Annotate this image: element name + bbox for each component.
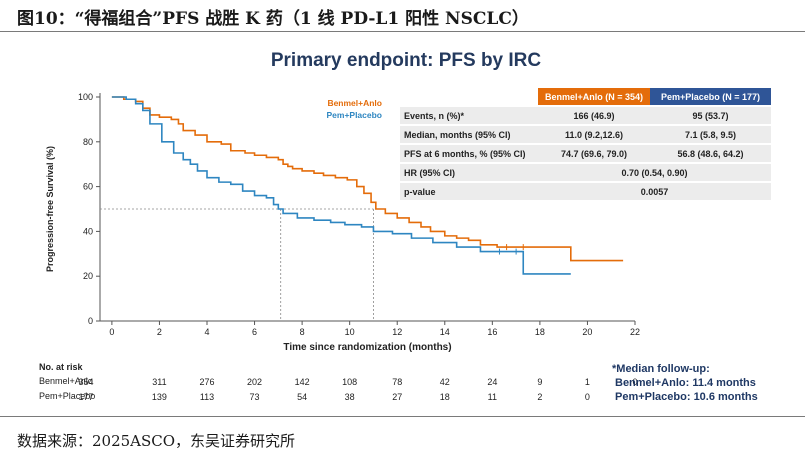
- y-tick-label: 20: [83, 271, 93, 281]
- risk-value: 0: [585, 392, 590, 402]
- cell-benmel-anlo: 166 (46.9): [538, 107, 650, 124]
- x-tick-label: 14: [440, 327, 450, 337]
- risk-label-benmel-anlo: Benmel+Anlo: [39, 376, 93, 386]
- risk-value: 78: [392, 377, 402, 387]
- risk-value: 38: [345, 392, 355, 402]
- risk-value: 0: [632, 377, 637, 387]
- x-tick-label: 8: [300, 327, 305, 337]
- row-label: HR (95% CI): [400, 164, 538, 181]
- risk-value: 18: [440, 392, 450, 402]
- legend-entry: Benmel+Anlo: [327, 98, 382, 108]
- x-tick-label: 4: [204, 327, 209, 337]
- y-tick-label: 80: [83, 137, 93, 147]
- risk-value: 2: [537, 392, 542, 402]
- x-tick-label: 6: [252, 327, 257, 337]
- row-label: Events, n (%)*: [400, 107, 538, 124]
- followup-note: *Median follow-up: Benmel+Anlo: 11.4 mon…: [612, 362, 758, 404]
- cell-benmel-anlo: 11.0 (9.2,12.6): [538, 126, 650, 143]
- summary-header-blank: [400, 88, 538, 105]
- x-axis-label: Time since randomization (months): [283, 342, 451, 353]
- risk-value: 42: [440, 377, 450, 387]
- cell-pem-placebo: 56.8 (48.6, 64.2): [650, 145, 771, 162]
- followup-line: Benmel+Anlo: 11.4 months: [615, 377, 756, 389]
- risk-value: 142: [295, 377, 310, 387]
- row-label: p-value: [400, 183, 538, 200]
- risk-value: 202: [247, 377, 262, 387]
- chart-panel: Primary endpoint: PFS by IRC 0 20 40 60 80 10…: [27, 40, 785, 410]
- km-curve-pem-placebo: [111, 96, 571, 275]
- bottom-rule: [0, 416, 805, 417]
- row-label: Median, months (95% CI): [400, 126, 538, 143]
- risk-value: 54: [297, 392, 307, 402]
- row-label: PFS at 6 months, % (95% CI): [400, 145, 538, 162]
- header-pem-placebo: Pem+Placebo (N = 177): [650, 88, 771, 105]
- x-tick-label: 16: [487, 327, 497, 337]
- y-axis-label: Progression-free Survival (%): [45, 146, 55, 272]
- risk-value: 113: [200, 392, 214, 402]
- risk-value: 108: [342, 377, 357, 387]
- summary-row-pvalue: p-value 0.0057: [400, 183, 771, 200]
- risk-label-pem-placebo: Pem+Placebo: [39, 391, 96, 401]
- cell-pem-placebo: 7.1 (5.8, 9.5): [650, 126, 771, 143]
- summary-header-row: Benmel+Anlo (N = 354) Pem+Placebo (N = 1…: [400, 88, 771, 105]
- x-tick-label: 10: [345, 327, 355, 337]
- risk-value: 27: [392, 392, 402, 402]
- header-benmel-anlo: Benmel+Anlo (N = 354): [538, 88, 650, 105]
- km-curve-benmel-anlo: [111, 96, 624, 262]
- summary-row-pfs6: PFS at 6 months, % (95% CI) 74.7 (69.6, …: [400, 145, 771, 162]
- x-tick-label: 12: [392, 327, 402, 337]
- legend-entry: Pem+Placebo: [326, 110, 382, 120]
- summary-table: Benmel+Anlo (N = 354) Pem+Placebo (N = 1…: [400, 86, 771, 202]
- risk-table-title: No. at risk: [39, 362, 83, 372]
- y-tick-label: 60: [83, 182, 93, 192]
- x-tick-label: 2: [157, 327, 162, 337]
- y-tick-label: 0: [88, 316, 93, 326]
- cell-pem-placebo: 95 (53.7): [650, 107, 771, 124]
- cell-benmel-anlo: 74.7 (69.6, 79.0): [538, 145, 650, 162]
- figure-title: 图10：“得福组合”PFS 战胜 K 药（1 线 PD-L1 阳性 NSCLC）: [17, 9, 529, 29]
- followup-title: *Median follow-up:: [612, 363, 710, 375]
- cell-pvalue: 0.0057: [538, 183, 771, 200]
- risk-value: 73: [250, 392, 260, 402]
- y-tick-label: 100: [78, 92, 93, 102]
- x-tick-label: 18: [535, 327, 545, 337]
- followup-line: Pem+Placebo: 10.6 months: [615, 391, 758, 403]
- risk-value: 1: [585, 377, 590, 387]
- risk-value: 276: [199, 377, 214, 387]
- risk-value: 139: [152, 392, 167, 402]
- x-tick-label: 0: [109, 327, 114, 337]
- summary-row-median: Median, months (95% CI) 11.0 (9.2,12.6) …: [400, 126, 771, 143]
- cell-hr-value: 0.70 (0.54, 0.90): [538, 164, 771, 181]
- summary-row-hr: HR (95% CI) 0.70 (0.54, 0.90): [400, 164, 771, 181]
- risk-value: 24: [487, 377, 497, 387]
- chart-title: Primary endpoint: PFS by IRC: [270, 50, 542, 71]
- risk-value: 177: [78, 392, 93, 402]
- y-tick-label: 40: [83, 226, 93, 236]
- summary-row-events: Events, n (%)* 166 (46.9) 95 (53.7): [400, 107, 771, 124]
- x-tick-label: 22: [630, 327, 640, 337]
- risk-value: 11: [488, 392, 497, 402]
- top-rule: [0, 31, 805, 32]
- risk-value: 311: [152, 377, 166, 387]
- risk-value: 354: [78, 377, 93, 387]
- risk-value: 9: [537, 377, 542, 387]
- x-tick-label: 20: [582, 327, 592, 337]
- source-note: 数据来源：2025ASCO，东吴证券研究所: [17, 432, 296, 450]
